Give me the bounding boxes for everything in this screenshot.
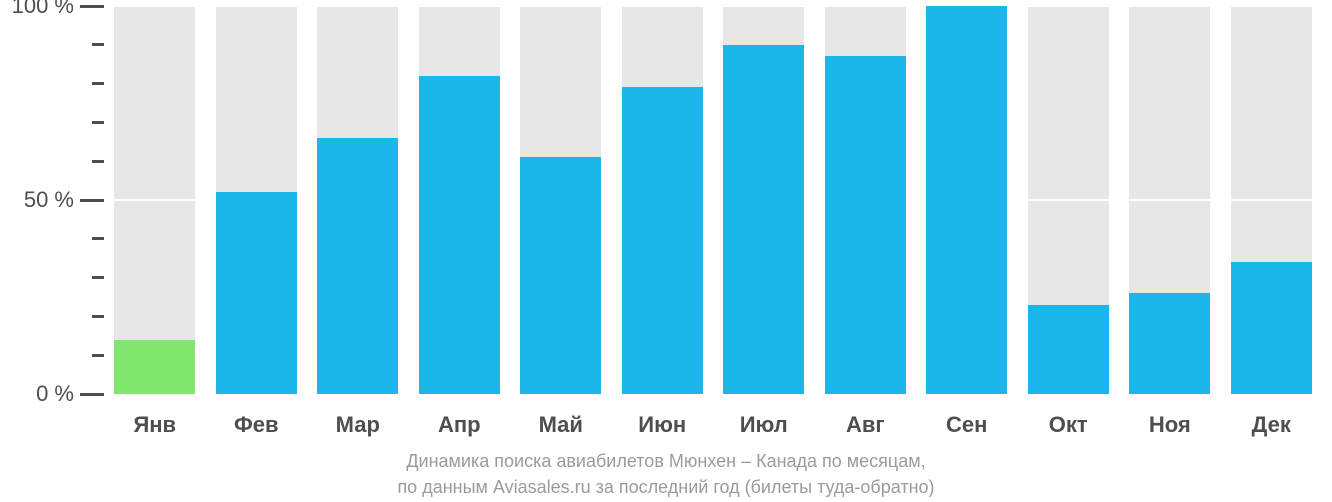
y-tick-minor: [92, 43, 104, 46]
caption-line-1: Динамика поиска авиабилетов Мюнхен – Кан…: [0, 448, 1332, 474]
bar: [419, 76, 500, 394]
bar: [520, 157, 601, 394]
x-axis-label: Мар: [336, 412, 380, 438]
chart-caption: Динамика поиска авиабилетов Мюнхен – Кан…: [0, 448, 1332, 500]
bar-slot: [520, 6, 601, 394]
y-axis-label: 100 %: [12, 0, 74, 19]
x-axis-label: Окт: [1049, 412, 1088, 438]
bar: [825, 56, 906, 394]
bar-slot: [622, 6, 703, 394]
y-tick-major: [80, 199, 104, 202]
plot-area: ЯнвФевМарАпрМайИюнИюлАвгСенОктНояДек: [104, 6, 1322, 394]
bar-slot: [317, 6, 398, 394]
bar: [1231, 262, 1312, 394]
x-axis-label: Янв: [133, 412, 176, 438]
caption-line-2: по данным Aviasales.ru за последний год …: [0, 474, 1332, 500]
y-tick-minor: [92, 354, 104, 357]
y-tick-minor: [92, 315, 104, 318]
y-tick-minor: [92, 121, 104, 124]
x-axis-label: Апр: [438, 412, 481, 438]
bar: [622, 87, 703, 394]
bar: [1129, 293, 1210, 394]
y-axis-label: 0 %: [36, 381, 74, 407]
bar: [723, 45, 804, 394]
bar-slot: [419, 6, 500, 394]
bar: [216, 192, 297, 394]
x-axis-label: Дек: [1252, 412, 1291, 438]
x-axis-label: Авг: [846, 412, 885, 438]
y-tick-major: [80, 393, 104, 396]
y-tick-minor: [92, 237, 104, 240]
bar-slot: [723, 6, 804, 394]
y-axis-label: 50 %: [24, 187, 74, 213]
bar: [114, 340, 195, 394]
bar: [1028, 305, 1109, 394]
x-axis-label: Ноя: [1149, 412, 1191, 438]
y-tick-minor: [92, 160, 104, 163]
x-axis-label: Июл: [740, 412, 788, 438]
x-axis-label: Май: [539, 412, 583, 438]
bar-slot: [825, 6, 906, 394]
bar-slot: [926, 6, 1007, 394]
gridline: [104, 5, 1322, 7]
bar: [926, 6, 1007, 394]
y-tick-minor: [92, 82, 104, 85]
x-axis-label: Сен: [946, 412, 987, 438]
chart-container: ЯнвФевМарАпрМайИюнИюлАвгСенОктНояДек Дин…: [0, 0, 1332, 502]
bar: [317, 138, 398, 394]
bar-slot: [216, 6, 297, 394]
x-axis-label: Июн: [638, 412, 686, 438]
y-tick-minor: [92, 276, 104, 279]
y-tick-major: [80, 5, 104, 8]
x-axis-label: Фев: [234, 412, 279, 438]
